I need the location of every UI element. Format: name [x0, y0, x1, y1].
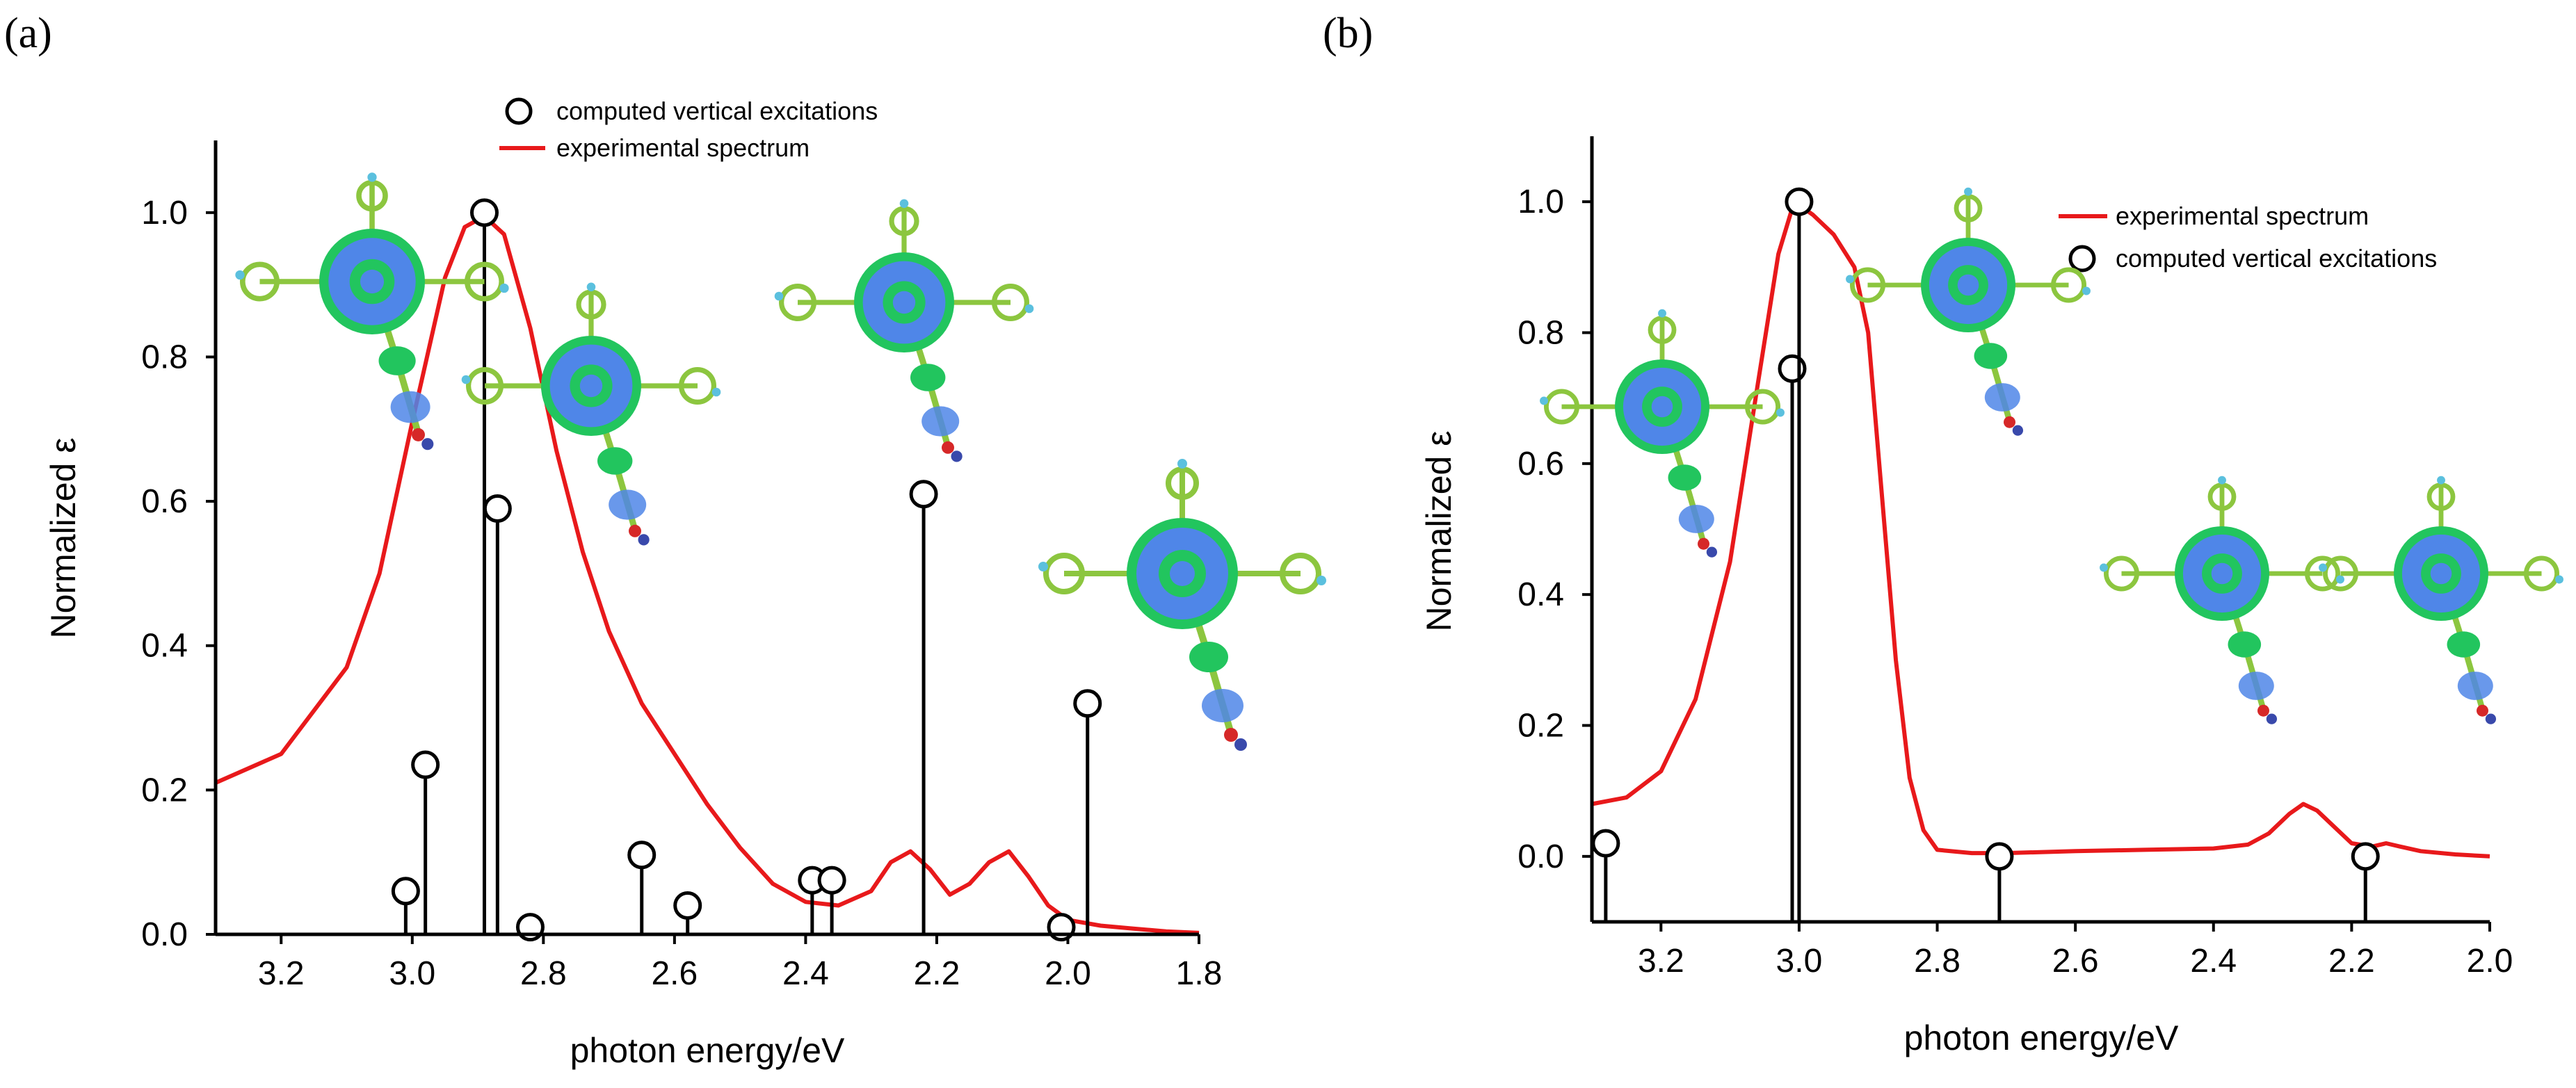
excitation-point: [469, 198, 499, 227]
excitation-point: [1778, 354, 1807, 383]
x-tick-label: 2.4: [782, 955, 829, 992]
y-tick-label: 0.2: [1518, 708, 1564, 745]
x-tick-label: 2.4: [2190, 943, 2237, 980]
x-tick-label: 3.0: [1776, 943, 1823, 980]
x-tick-label: 3.0: [389, 955, 435, 992]
y-tick-label: 0.6: [141, 483, 188, 520]
x-tick-label: 2.8: [1914, 943, 1961, 980]
y-tick-label: 0.0: [141, 916, 188, 953]
excitation-point: [391, 877, 420, 906]
panel-b-legend-spectrum: experimental spectrum: [2116, 202, 2369, 230]
molecule-orbital-icon: [1540, 309, 1785, 558]
panel-b-legend: experimental spectrum computed vertical …: [2059, 202, 2437, 273]
panel-b-x-axis-label: photon energy/eV: [1904, 1018, 2179, 1057]
y-tick-label: 1.0: [1518, 184, 1564, 220]
excitation-point: [909, 480, 938, 509]
legend-marker-icon: [2068, 245, 2096, 273]
y-tick-label: 0.8: [1518, 315, 1564, 352]
excitation-point: [1073, 689, 1102, 718]
panel-a-y-axis-label: Normalized ε: [44, 437, 83, 638]
y-tick-label: 0.2: [141, 772, 188, 809]
x-tick-label: 2.6: [651, 955, 698, 992]
y-tick-label: 0.8: [141, 339, 188, 375]
panel-b-y-axis-label: Normalized ε: [1419, 430, 1458, 631]
excitation-point: [673, 891, 702, 920]
panel-a-chart: 3.2 3.0 2.8 2.6 2.4 2.2 2.0 1.8 0.0 0.2 0.4 0.6 0.8 1…: [44, 97, 1326, 1070]
y-tick-label: 0.0: [1518, 838, 1564, 875]
experimental-spectrum-line: [1591, 202, 2490, 859]
panel-b-legend-excitations: computed vertical excitations: [2116, 244, 2437, 273]
excitation-point: [2351, 842, 2380, 871]
molecule-orbital-icon: [2319, 476, 2563, 724]
y-tick-label: 0.4: [141, 628, 188, 665]
molecule-orbital-icon: [775, 200, 1034, 462]
legend-marker-icon: [505, 97, 533, 125]
molecule-orbital-icon: [2100, 476, 2344, 724]
panel-a-x-axis-label: photon energy/eV: [570, 1031, 845, 1070]
y-tick-label: 0.6: [1518, 446, 1564, 482]
excitation-point: [817, 866, 846, 895]
panel-a-label: (a): [4, 10, 52, 57]
panel-a-legend-excitations: computed vertical excitations: [556, 97, 878, 125]
molecule-orbital-icon: [1846, 188, 2091, 436]
excitation-point: [1985, 842, 2014, 871]
x-tick-label: 3.2: [258, 955, 305, 992]
excitation-point: [411, 750, 440, 779]
panel-b-chart: 3.2 3.0 2.8 2.6 2.4 2.2 2.00.00.20.40.60.81.0 …: [1419, 136, 2563, 1057]
panel-a-legend-spectrum: experimental spectrum: [556, 133, 810, 162]
excitation-point: [1785, 187, 1814, 216]
x-tick-label: 1.8: [1176, 955, 1223, 992]
panel-a-gridlines: 3.2 3.0 2.8 2.6 2.4 2.2 2.0 1.8 0.0 0.2 0.4 0.6 0.8 1…: [141, 195, 1222, 992]
x-tick-label: 2.0: [2467, 943, 2513, 980]
x-tick-label: 2.2: [914, 955, 960, 992]
x-tick-label: 3.2: [1638, 943, 1684, 980]
experimental-spectrum-line: [214, 214, 1200, 935]
x-tick-label: 2.2: [2328, 943, 2375, 980]
x-tick-label: 2.8: [520, 955, 567, 992]
excitation-point: [483, 494, 512, 523]
excitation-point: [627, 841, 657, 870]
panel-b-label: (b): [1323, 10, 1373, 57]
y-tick-label: 0.4: [1518, 576, 1564, 613]
x-tick-label: 2.6: [2052, 943, 2099, 980]
x-tick-label: 2.0: [1045, 955, 1091, 992]
y-tick-label: 1.0: [141, 195, 188, 232]
panel-a-legend: computed vertical excitations experiment…: [499, 97, 878, 162]
excitation-point: [1591, 829, 1620, 858]
molecule-orbital-icon: [235, 172, 508, 450]
